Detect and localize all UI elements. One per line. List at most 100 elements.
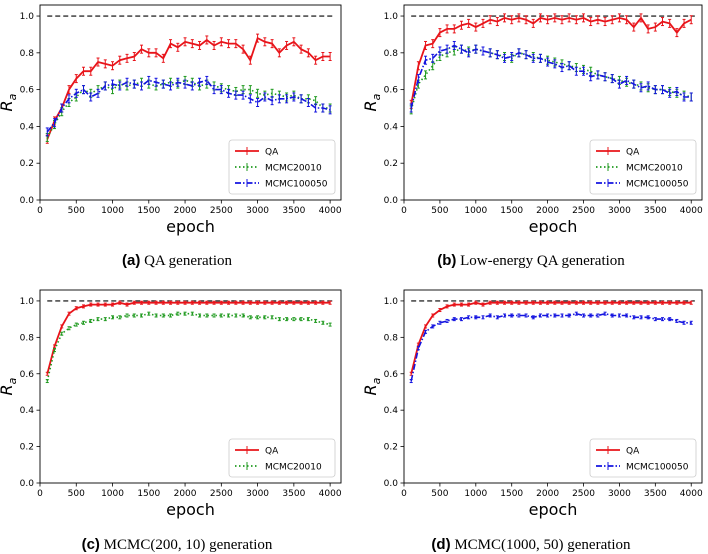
error-bar [314, 318, 318, 323]
error-bar [74, 88, 78, 98]
legend-label-QA: QA [265, 148, 279, 158]
y-axis-label: Ra [0, 93, 19, 111]
error-bar [625, 313, 629, 318]
error-bar [603, 300, 607, 305]
error-bar [111, 302, 115, 307]
error-bar [147, 75, 151, 85]
error-bar [603, 72, 607, 82]
error-bar [154, 300, 158, 305]
error-bar [596, 313, 600, 318]
error-bar [248, 315, 252, 320]
error-bar [285, 317, 289, 322]
x-tick-label: 3000 [246, 206, 269, 216]
error-bar [103, 302, 107, 307]
caption-a-text: QA generation [144, 253, 232, 269]
x-tick-label: 1000 [464, 489, 487, 499]
error-bar [445, 44, 449, 54]
legend: QA MCMC100050 [589, 438, 697, 478]
x-tick-label: 2500 [210, 206, 233, 216]
error-bar [263, 37, 267, 47]
legend: QA MCMC20010 [228, 438, 336, 478]
error-bar [495, 315, 499, 320]
error-bar [560, 15, 564, 25]
error-bar [263, 300, 267, 305]
error-bar [675, 86, 679, 96]
error-bar [190, 81, 194, 91]
error-bar [292, 37, 296, 47]
error-bar [125, 302, 129, 307]
error-bar [154, 48, 158, 58]
error-bar [285, 300, 289, 305]
error-bar [248, 55, 252, 65]
error-bar [234, 313, 238, 318]
error-bar [328, 105, 332, 115]
error-bar [256, 315, 260, 320]
y-tick-label: 0.8 [384, 49, 399, 59]
error-bar [111, 79, 115, 89]
error-bar [632, 315, 636, 320]
error-bar [299, 94, 303, 104]
x-tick-label: 2000 [174, 206, 197, 216]
error-bar [431, 39, 435, 49]
error-bar [589, 17, 593, 27]
error-bar [299, 317, 303, 322]
error-bar [689, 15, 693, 25]
error-bar [653, 85, 657, 95]
error-bar [96, 88, 100, 98]
error-bar [653, 300, 657, 305]
legend-label-QA: QA [626, 148, 640, 158]
error-bar [653, 22, 657, 32]
error-bar [118, 81, 122, 91]
error-bar [524, 50, 528, 60]
error-bar [639, 83, 643, 93]
error-bar [227, 88, 231, 98]
error-bar [256, 98, 260, 107]
x-tick-label: 0 [37, 489, 43, 499]
y-tick-label: 0.0 [20, 479, 35, 489]
y-tick-label: 0.6 [384, 370, 399, 380]
legend-label-MCMC100050: MCMC100050 [626, 180, 689, 190]
x-tick-label: 1000 [101, 489, 124, 499]
error-bar [314, 96, 318, 106]
error-bar [538, 53, 542, 63]
error-bar [582, 66, 586, 76]
x-axis-label: epoch [166, 500, 215, 519]
error-bar [241, 300, 245, 305]
x-tick-label: 3500 [282, 489, 305, 499]
error-bar [96, 302, 100, 307]
legend-label-MCMC20010: MCMC20010 [265, 463, 322, 473]
error-bar [682, 300, 686, 305]
y-tick-label: 0.2 [384, 159, 398, 169]
error-bar [538, 300, 542, 305]
axes-frame [403, 289, 703, 484]
error-bar [183, 79, 187, 89]
error-bar [689, 300, 693, 305]
series-line-MCMC100050 [410, 312, 692, 382]
error-bar [147, 48, 151, 58]
error-bar [321, 300, 325, 305]
error-bar [285, 40, 289, 50]
error-bar [524, 300, 528, 305]
error-bar [416, 74, 420, 84]
error-bar [574, 15, 578, 25]
error-bar [661, 85, 665, 95]
error-bar [546, 313, 550, 318]
error-bar [531, 315, 535, 320]
error-bar [431, 324, 435, 329]
error-bar [248, 85, 252, 95]
error-bar [176, 311, 180, 316]
error-bar [452, 302, 456, 307]
error-bar [321, 320, 325, 325]
error-bar [546, 57, 550, 67]
x-axis-label: epoch [529, 500, 578, 519]
error-bar [553, 313, 557, 318]
y-axis-label-main: R [361, 100, 380, 111]
error-bar [299, 300, 303, 305]
error-bar [481, 302, 485, 307]
error-bar [582, 300, 586, 305]
error-bar [176, 77, 180, 87]
error-bar [292, 317, 296, 322]
caption-d-label: (d) [431, 536, 451, 553]
error-bar [668, 18, 672, 28]
error-bar [459, 302, 463, 307]
